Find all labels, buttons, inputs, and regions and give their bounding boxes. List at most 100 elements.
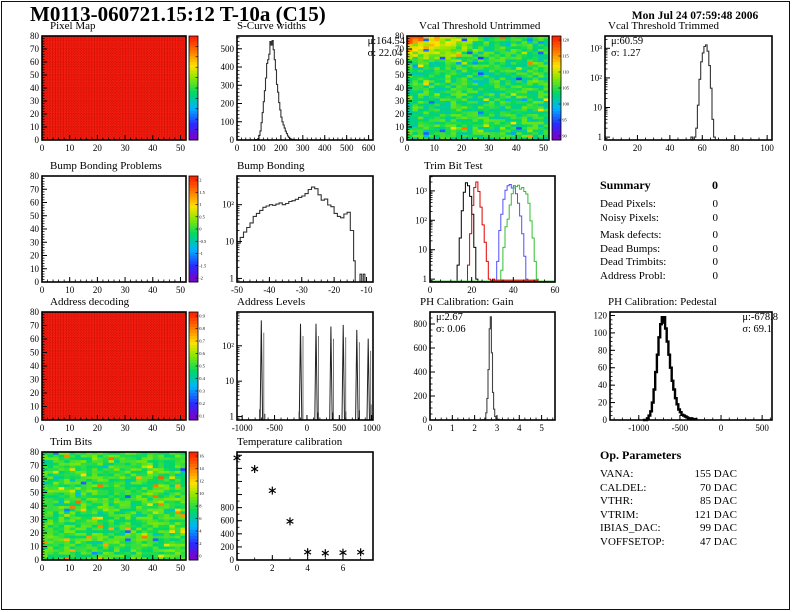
svg-text:30: 30 <box>484 143 494 153</box>
svg-text:0.6: 0.6 <box>199 351 205 356</box>
ph-pedestal-sigma: σ: 69.1 <box>742 324 772 335</box>
summary-row-dead-pixels: Dead Pixels: 0 <box>600 198 718 210</box>
svg-text:10: 10 <box>430 143 440 153</box>
svg-text:400: 400 <box>318 143 332 153</box>
ph-gain-chart: 0 1 2 3 4 5 0 200 400 600 800 <box>414 311 556 433</box>
svg-text:60: 60 <box>698 143 708 153</box>
svg-text:1: 1 <box>230 273 235 283</box>
svg-text:100: 100 <box>252 143 266 153</box>
svg-text:4: 4 <box>305 563 310 573</box>
svg-text:0: 0 <box>405 143 410 153</box>
svg-text:12: 12 <box>199 479 204 484</box>
svg-text:10²: 10² <box>222 341 234 351</box>
svg-text:70: 70 <box>30 321 40 331</box>
svg-text:105: 105 <box>562 86 570 91</box>
summary-row-mask-defects: Mask defects: 0 <box>600 229 718 241</box>
svg-text:70: 70 <box>30 184 40 194</box>
svg-text:100: 100 <box>221 117 235 127</box>
ph-gain-title: PH Calibration: Gain <box>420 296 514 308</box>
svg-text:50: 50 <box>539 143 549 153</box>
vcal-trimmed-chart: 0 20 40 60 80 100 1 10 10² 10³ <box>590 35 774 153</box>
ph-gain-mean: μ:2.67 <box>436 312 463 323</box>
svg-text:0: 0 <box>719 423 724 433</box>
address-levels-chart: -1000 -500 0 500 1000 1 10 10² <box>222 311 381 433</box>
svg-text:100: 100 <box>562 102 570 107</box>
svg-text:1000: 1000 <box>363 423 381 433</box>
svg-text:80: 80 <box>30 171 40 181</box>
svg-text:-30: -30 <box>296 285 308 295</box>
svg-text:70: 70 <box>395 44 405 54</box>
svg-text:0.5: 0.5 <box>199 364 205 369</box>
svg-text:10: 10 <box>65 563 75 573</box>
vcal-untrimmed-panel: Vcal Threshold Untrimmed 120 115 110 105 100… <box>379 20 589 170</box>
vcal-trimmed-mean: μ:60.59 <box>611 36 644 47</box>
summary-row-dead-trimbits: Dead Trimbits: 0 <box>600 256 718 268</box>
svg-text:1.5: 1.5 <box>199 190 205 195</box>
svg-text:90: 90 <box>562 134 567 139</box>
svg-text:1: 1 <box>423 274 428 284</box>
svg-text:-500: -500 <box>672 423 689 433</box>
vcal-trimmed-stats-box: μ:60.59 σ: 1.27 <box>611 36 643 60</box>
svg-text:0.4: 0.4 <box>199 376 205 381</box>
scurve-stats-box: μ:164.54 σ: 22.04 <box>368 36 405 60</box>
svg-text:20: 20 <box>598 398 608 408</box>
svg-text:300: 300 <box>221 80 235 90</box>
svg-text:70: 70 <box>30 461 40 471</box>
svg-text:-1.5: -1.5 <box>199 263 207 268</box>
svg-text:10: 10 <box>65 285 75 295</box>
timestamp: Mon Jul 24 07:59:48 2006 <box>631 10 759 22</box>
svg-text:1: 1 <box>450 423 455 433</box>
temperature-calibration-panel: Temperature calibration 0 2 4 6 0 200 400 600 80… <box>209 436 419 586</box>
svg-text:800: 800 <box>221 503 235 513</box>
svg-text:60: 60 <box>30 57 40 67</box>
svg-text:200: 200 <box>221 542 235 552</box>
svg-text:80: 80 <box>730 143 740 153</box>
svg-text:6: 6 <box>341 563 346 573</box>
scurve-widths-panel: S-Curve widths 0 100 200 300 400 500 600 0 100 20… <box>209 20 419 170</box>
svg-text:0: 0 <box>305 423 310 433</box>
svg-text:2: 2 <box>270 563 275 573</box>
svg-text:400: 400 <box>221 62 235 72</box>
svg-text:10: 10 <box>395 122 405 132</box>
ph-pedestal-mean: μ:-678.8 <box>742 312 778 323</box>
svg-text:600: 600 <box>414 343 428 353</box>
svg-text:30: 30 <box>121 423 131 433</box>
op-parameters-header: Op. Parameters <box>600 448 737 463</box>
op-row-vana: VANA: 155 DAC <box>600 468 737 480</box>
ph-pedestal-stats-box: μ:-678.8 σ: 69.1 <box>742 312 778 336</box>
svg-text:-10: -10 <box>361 285 373 295</box>
svg-text:0: 0 <box>40 285 45 295</box>
svg-text:50: 50 <box>176 285 186 295</box>
vcal-trimmed-title: Vcal Threshold Trimmed <box>608 20 720 32</box>
svg-text:16: 16 <box>199 454 204 459</box>
op-row-vthr: VTHR: 85 DAC <box>600 495 737 507</box>
op-parameters-block: Op. Parameters VANA: 155 DAC CALDEL: 70 DA… <box>600 448 737 549</box>
svg-text:30: 30 <box>121 285 131 295</box>
svg-text:80: 80 <box>395 31 405 41</box>
trim-bits-title: Trim Bits <box>50 436 93 448</box>
pixel-map-panel: Pixel Map 0 10 20 30 40 50 0 10 20 30 40 50 60 70 80 <box>14 20 224 170</box>
svg-text:20: 20 <box>395 109 405 119</box>
svg-text:800: 800 <box>414 319 428 329</box>
svg-text:0: 0 <box>35 135 40 145</box>
svg-text:100: 100 <box>594 328 608 338</box>
svg-text:40: 40 <box>395 83 405 93</box>
svg-text:10: 10 <box>593 103 603 113</box>
svg-text:10: 10 <box>30 542 40 552</box>
trim-bit-test-panel: Trim Bit Test 0 20 40 60 1 10 10² 10³ <box>402 160 612 310</box>
svg-text:20: 20 <box>30 251 40 261</box>
svg-text:100: 100 <box>760 143 774 153</box>
svg-text:50: 50 <box>30 211 40 221</box>
op-row-vtrim: VTRIM: 121 DAC <box>600 508 737 521</box>
svg-text:5: 5 <box>539 423 544 433</box>
svg-text:40: 40 <box>665 143 675 153</box>
svg-text:10²: 10² <box>222 200 234 210</box>
svg-text:0: 0 <box>35 277 40 287</box>
svg-text:6: 6 <box>199 516 202 521</box>
svg-text:20: 20 <box>93 143 103 153</box>
svg-text:-500: -500 <box>266 423 283 433</box>
temperature-calibration-title: Temperature calibration <box>237 436 343 448</box>
svg-text:10: 10 <box>225 376 235 386</box>
svg-text:0: 0 <box>199 227 202 232</box>
svg-text:200: 200 <box>274 143 288 153</box>
